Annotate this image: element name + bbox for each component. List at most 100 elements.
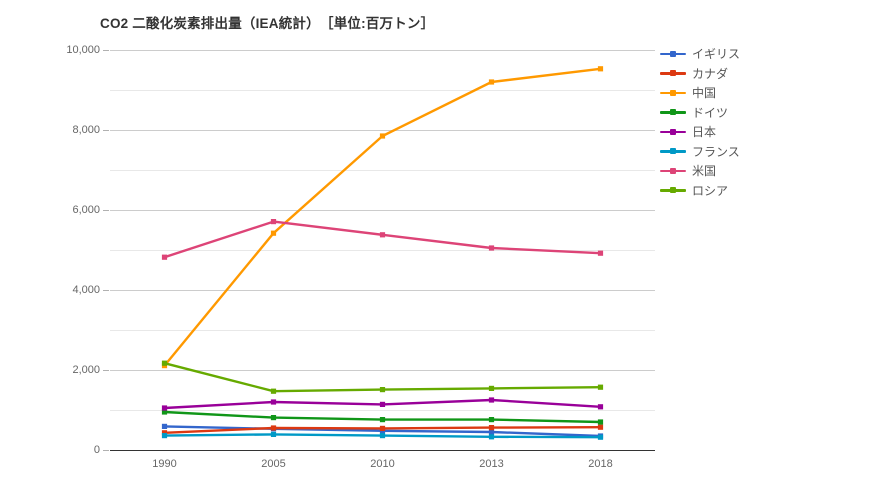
gridline-minor <box>110 250 655 251</box>
legend-item-ドイツ[interactable]: ドイツ <box>660 103 860 123</box>
series-point <box>161 254 168 260</box>
series-point <box>488 425 495 431</box>
series-point <box>488 434 495 440</box>
y-axis-tick-label: 2,000 <box>72 364 100 376</box>
legend-item-中国[interactable]: 中国 <box>660 83 860 103</box>
series-米国 <box>161 219 604 260</box>
y-axis-tick-label: 4,000 <box>72 284 100 296</box>
legend-label: ドイツ <box>692 105 729 120</box>
series-point <box>270 230 277 236</box>
legend-label: 日本 <box>692 125 717 140</box>
y-axis-tick-label: 8,000 <box>72 124 100 136</box>
x-axis-tick-label: 2018 <box>588 458 613 470</box>
series-line <box>163 67 602 367</box>
series-point <box>597 404 604 410</box>
legend-swatch-icon <box>660 184 686 196</box>
gridline-minor <box>110 170 655 171</box>
legend-swatch-icon <box>660 67 686 79</box>
series-layer <box>161 66 604 440</box>
chart-legend: イギリスカナダ中国ドイツ日本フランス米国ロシア <box>660 44 860 200</box>
series-point <box>488 417 495 423</box>
gridline-major <box>110 290 655 291</box>
x-axis-tick-label: 2013 <box>479 458 504 470</box>
series-point <box>270 399 277 405</box>
series-line <box>163 220 602 259</box>
legend-item-日本[interactable]: 日本 <box>660 122 860 142</box>
legend-swatch-icon <box>660 145 686 157</box>
legend-item-米国[interactable]: 米国 <box>660 161 860 181</box>
series-point <box>379 133 386 139</box>
x-axis-tick-label: 2010 <box>370 458 395 470</box>
series-point <box>488 429 495 435</box>
gridline-major <box>110 50 655 51</box>
series-日本 <box>161 397 604 411</box>
y-axis-tick-mark <box>103 210 109 211</box>
y-axis-tick-label: 0 <box>93 444 100 456</box>
series-point <box>379 417 386 423</box>
gridline-minor <box>110 410 655 411</box>
y-axis-tick-mark <box>103 450 109 451</box>
y-axis-tick-label: 10,000 <box>66 44 100 56</box>
legend-swatch-icon <box>660 126 686 138</box>
gridline-minor <box>110 90 655 91</box>
series-ドイツ <box>161 409 604 425</box>
legend-label: ロシア <box>692 183 729 198</box>
series-point <box>379 387 386 393</box>
series-point <box>379 401 386 407</box>
legend-swatch-icon <box>660 165 686 177</box>
series-point <box>161 409 168 415</box>
series-point <box>597 424 604 430</box>
series-中国 <box>161 66 604 369</box>
gridline-major <box>110 210 655 211</box>
legend-label: フランス <box>692 144 740 159</box>
gridline-major <box>110 370 655 371</box>
series-フランス <box>161 431 604 440</box>
legend-item-イギリス[interactable]: イギリス <box>660 44 860 64</box>
series-point <box>379 232 386 238</box>
y-axis-labels: 0 2,000 4,000 6,000 8,000 10,000 <box>28 44 100 456</box>
legend-item-フランス[interactable]: フランス <box>660 142 860 162</box>
series-point <box>597 250 604 256</box>
x-axis-line <box>110 450 655 451</box>
series-point <box>270 388 277 394</box>
y-axis-tick-mark <box>103 290 109 291</box>
y-axis-tick-label: 6,000 <box>72 204 100 216</box>
legend-item-カナダ[interactable]: カナダ <box>660 64 860 84</box>
series-point <box>270 431 277 437</box>
series-point <box>597 434 604 440</box>
series-point <box>488 397 495 403</box>
series-point <box>161 433 168 439</box>
series-point <box>161 430 168 436</box>
gridline-major <box>110 130 655 131</box>
series-point <box>597 419 604 425</box>
gridline-minor <box>110 330 655 331</box>
series-point <box>488 79 495 85</box>
series-point <box>270 425 277 431</box>
legend-label: イギリス <box>692 47 741 62</box>
legend-swatch-icon <box>660 87 686 99</box>
chart-title: CO2 二酸化炭素排出量（IEA統計） ［単位:百万トン］ <box>100 16 435 31</box>
legend-label: 中国 <box>692 86 717 101</box>
series-point <box>488 385 495 391</box>
legend-label: カナダ <box>692 66 729 81</box>
series-point <box>270 415 277 421</box>
series-point <box>161 405 168 411</box>
series-point <box>161 360 168 366</box>
series-point <box>161 423 168 429</box>
series-ロシア <box>161 360 604 394</box>
series-point <box>488 245 495 251</box>
legend-swatch-icon <box>660 106 686 118</box>
legend-swatch-icon <box>660 48 686 60</box>
plot-area <box>110 50 655 450</box>
x-axis-tick-label: 2005 <box>261 458 286 470</box>
legend-label: 米国 <box>692 164 717 179</box>
series-point <box>597 66 604 72</box>
legend-item-ロシア[interactable]: ロシア <box>660 181 860 201</box>
y-axis-tick-mark <box>103 50 109 51</box>
series-point <box>270 219 277 225</box>
series-point <box>597 384 604 390</box>
series-point <box>379 425 386 431</box>
y-axis-tick-mark <box>103 370 109 371</box>
